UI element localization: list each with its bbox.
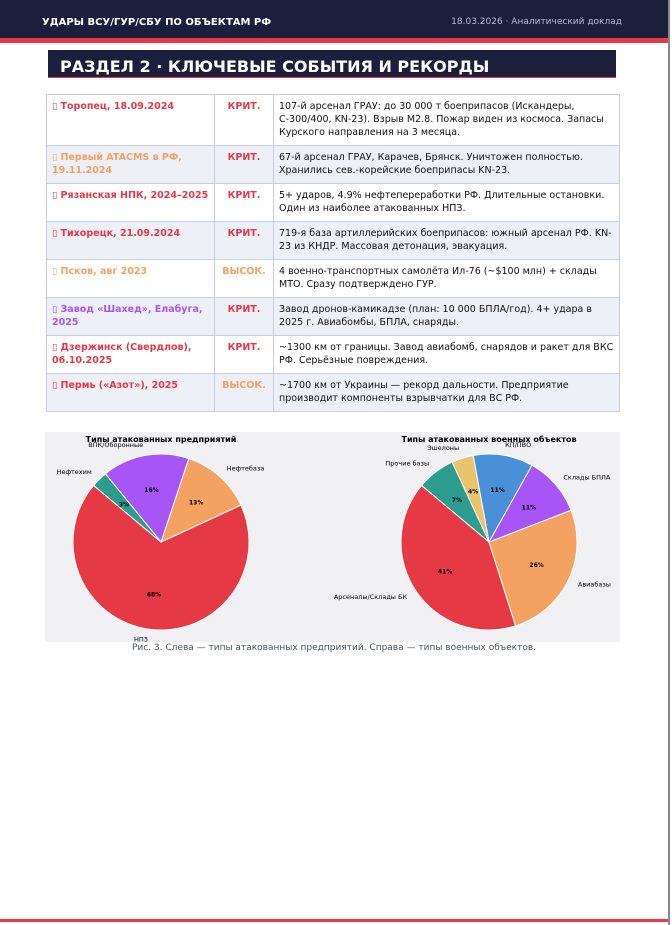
slice-label: Нефтехим <box>57 468 92 476</box>
table-row: ▯ Завод «Шахед», Елабуга, 2025 КРИТ. Завод… <box>46 297 620 336</box>
table-row: ▯ Рязанская НПК, 2024–2025 КРИТ. 5+ ударов… <box>46 183 620 222</box>
slice-label: НПЗ <box>134 636 148 642</box>
slice-value-label: 13% <box>189 500 203 507</box>
pie-slice <box>72 484 250 631</box>
slice-value-label: 41% <box>438 568 452 575</box>
slice-label: КП/ПВО <box>505 441 531 449</box>
cell-event: ▯ Дзержинск (Свердлов), 06.10.2025 <box>46 335 215 374</box>
caption: Рис. 3. Слева — типы атакованных предпри… <box>131 643 537 653</box>
cell-level: КРИТ. <box>214 221 274 260</box>
section-title: РАЗДЕЛ 2 · КЛЮЧЕВЫЕ СОБЫТИЯ И РЕКОРДЫ <box>48 50 616 78</box>
slice-value-label: 16% <box>144 487 158 494</box>
cell-level: КРИТ. <box>214 297 274 336</box>
cell-description: ~1300 км от границы. Завод авиабомб, сна… <box>273 335 620 374</box>
slice-value-label: 11% <box>490 487 504 494</box>
cell-level: КРИТ. <box>214 145 274 184</box>
pie-slice <box>400 484 517 631</box>
table-row: ▯ Тихорецк, 21.09.2024 КРИТ. 719-я база ар… <box>46 221 620 260</box>
pie-slice <box>488 509 578 627</box>
header-title: УДАРЫ ВСУ/ГУР/СБУ ПО ОБЪЕКТАМ РФ <box>42 17 272 28</box>
table-row: ▯ Торопец, 18.09.2024 КРИТ. 107-й арсенал … <box>46 94 620 146</box>
cell-event: ▯ Тихорецк, 21.09.2024 <box>46 221 215 260</box>
events-table: ▯ Торопец, 18.09.2024 КРИТ. 107-й арсенал … <box>46 94 620 412</box>
cell-description: Завод дронов-камикадзе (план: 10 000 БПЛ… <box>273 297 620 336</box>
cell-level: ВЫСОК. <box>214 373 274 412</box>
cell-level: ВЫСОК. <box>214 259 274 298</box>
cell-level: КРИТ. <box>214 94 274 146</box>
pie-slice <box>160 457 242 543</box>
slice-value-label: 11% <box>522 504 536 511</box>
slice-value-label: 26% <box>529 562 543 569</box>
slice-label: Авиабазы <box>578 581 611 589</box>
table-row: ▯ Пермь («Азот»), 2025 ВЫСОК. ~1700 км от … <box>46 373 620 412</box>
cell-event: ▯ Пермь («Азот»), 2025 <box>46 373 215 412</box>
footer-line <box>0 919 668 922</box>
cell-description: 67-й арсенал ГРАУ, Карачев, Брянск. Унич… <box>273 145 620 184</box>
slice-label: Нефтебаза <box>227 465 265 473</box>
pie-slice <box>92 473 162 543</box>
slice-label: Прочие базы <box>385 460 429 468</box>
cell-event: ▯ Первый ATACMS в РФ, 19.11.2024 <box>46 145 215 184</box>
chart-title: Типы атакованных военных объектов <box>401 434 576 444</box>
table-row: ▯ Дзержинск (Свердлов), 06.10.2025 КРИТ. ~… <box>46 335 620 374</box>
cell-description: 107-й арсенал ГРАУ: до 30 000 т боеприпа… <box>273 94 620 146</box>
slice-value-label: 4% <box>468 489 478 496</box>
slice-value-label: 68% <box>147 591 161 598</box>
cell-description: 719-я база артиллерийских боеприпасов: ю… <box>273 221 620 260</box>
cell-event: ▯ Завод «Шахед», Елабуга, 2025 <box>46 297 215 336</box>
slice-label: Арсеналы/Склады БК <box>334 593 408 601</box>
slice-label: Склады БПЛА <box>563 473 611 481</box>
slice-label: Эшелоны <box>427 444 459 452</box>
cell-event: ▯ Псков, авг 2023 <box>46 259 215 298</box>
pie-slice <box>104 453 190 544</box>
table-row: ▯ Псков, авг 2023 ВЫСОК. 4 военно-транспор… <box>46 259 620 298</box>
cell-level: КРИТ. <box>214 183 274 222</box>
charts: Типы атакованных предприятий 68% НПЗ 13% Неф… <box>45 432 620 642</box>
cell-level: КРИТ. <box>214 335 274 374</box>
cell-description: 5+ ударов, 4.9% нефтепереработки РФ. Дли… <box>273 183 620 222</box>
cell-description: ~1700 км от Украины — рекорд дальности. … <box>273 373 620 412</box>
cell-description: 4 военно-транспортных самолёта Ил-76 (~$… <box>273 259 620 298</box>
chart-title: Типы атакованных предприятий <box>86 435 237 444</box>
page-edge <box>668 0 670 925</box>
table-row: ▯ Первый ATACMS в РФ, 19.11.2024 КРИТ. 67-… <box>46 145 620 184</box>
header: УДАРЫ ВСУ/ГУР/СБУ ПО ОБЪЕКТАМ РФ 18.03.2… <box>0 0 668 43</box>
cell-event: ▯ Рязанская НПК, 2024–2025 <box>46 183 215 222</box>
slice-value-label: 7% <box>452 497 462 504</box>
slice-label: ВПК/Оборонные <box>88 441 143 449</box>
header-meta: 18.03.2026 · Аналитический доклад <box>451 17 622 27</box>
slice-value-label: 3% <box>119 501 129 508</box>
pie-slice <box>420 461 490 543</box>
cell-event: ▯ Торопец, 18.09.2024 <box>46 94 215 146</box>
